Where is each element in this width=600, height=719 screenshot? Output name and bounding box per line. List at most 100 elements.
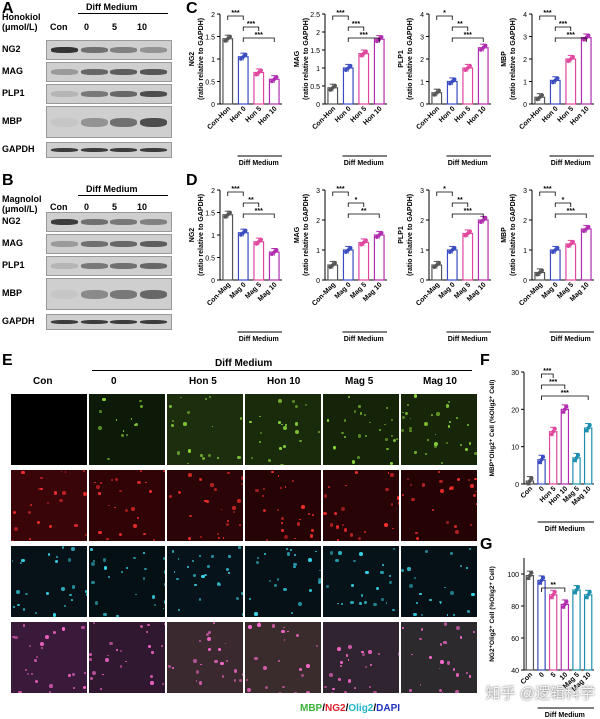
cell-signal: [192, 659, 197, 664]
cell-signal: [431, 508, 435, 512]
wb-diff-line: [78, 195, 168, 196]
x-tick-label: Con-Hon: [311, 105, 337, 131]
cell-signal: [305, 664, 310, 668]
cell-signal: [408, 426, 413, 431]
y-axis-label: (ratio relative to GAPDH): [198, 18, 205, 100]
cell-signal: [163, 583, 165, 586]
wb-con-label: Con: [50, 22, 68, 32]
wb-band: [51, 263, 79, 269]
data-point: [553, 78, 558, 83]
cell-signal: [102, 558, 107, 562]
wb-dose-0: 0: [84, 22, 90, 32]
cell-signal: [282, 685, 286, 689]
cell-signal: [446, 661, 451, 665]
cell-signal: [224, 642, 227, 645]
significance-label: **: [550, 582, 556, 589]
bar: [253, 241, 265, 281]
cell-signal: [14, 526, 19, 531]
cell-signal: [113, 506, 116, 509]
cell-signal: [419, 592, 422, 596]
microscopy-image: [167, 546, 243, 617]
y-tick-label: 1: [523, 248, 527, 255]
cell-signal: [311, 529, 314, 532]
y-tick-label: 0.5: [310, 84, 320, 91]
cell-signal: [12, 635, 16, 639]
wb-band: [140, 263, 168, 269]
cell-signal: [225, 523, 229, 527]
y-axis-label: NG2: [189, 228, 196, 243]
data-point: [576, 585, 581, 590]
cell-signal: [162, 557, 165, 561]
cell-signal: [284, 535, 288, 540]
data-point: [479, 48, 483, 52]
data-point: [572, 590, 577, 595]
cell-signal: [271, 623, 276, 628]
chart-D3: 0 1 2 3 PLP1 (ratio relative to GAPDH)Con-Mag…: [398, 186, 491, 343]
cell-signal: [21, 470, 25, 475]
cell-signal: [450, 552, 453, 556]
cell-signal: [62, 491, 66, 495]
cell-signal: [25, 592, 28, 595]
y-axis-label: MAG: [294, 226, 301, 243]
cell-signal: [411, 497, 415, 502]
cell-signal: [279, 486, 282, 489]
cell-signal: [474, 477, 477, 481]
cell-signal: [384, 438, 388, 442]
bar: [548, 594, 558, 671]
cell-signal: [18, 691, 22, 693]
wb-row-label-mag: MAG: [2, 66, 23, 76]
cell-signal: [427, 439, 429, 442]
chart-C2: 0 0.5 1 1.5 2 2.5 MAG (ratio relative to GAPDH)…: [294, 10, 387, 167]
e-column-header: Hon 10: [267, 376, 301, 387]
data-point: [540, 268, 544, 273]
cell-signal: [300, 505, 305, 510]
bar: [583, 594, 593, 671]
y-axis-label: (ratio relative to GAPDH): [198, 194, 205, 276]
cell-signal: [378, 429, 381, 432]
cell-signal: [298, 518, 301, 521]
cell-signal: [454, 529, 459, 534]
cell-signal: [401, 568, 405, 572]
cell-signal: [383, 423, 386, 426]
significance-label: **: [457, 197, 463, 204]
cell-signal: [13, 510, 17, 514]
cell-signal: [384, 523, 389, 528]
cell-signal: [260, 431, 263, 435]
x-tick-label: Con-Mag: [518, 281, 544, 307]
cell-signal: [47, 553, 51, 557]
y-tick-label: 1: [523, 80, 527, 87]
wb-band: [81, 91, 109, 97]
cell-signal: [177, 557, 180, 560]
cell-signal: [64, 471, 67, 473]
cell-signal: [137, 517, 140, 520]
cell-signal: [25, 669, 28, 672]
data-point: [241, 230, 246, 235]
significance-label: ***: [561, 390, 569, 397]
x-tick-label: Con-Mag: [206, 281, 232, 307]
cell-signal: [38, 488, 41, 491]
microscopy-image: [167, 470, 243, 541]
watermark-text: 知乎 @逻辑科学: [485, 685, 595, 702]
cell-signal: [225, 567, 229, 571]
cell-signal: [424, 452, 428, 456]
data-point: [584, 428, 589, 433]
data-point: [563, 407, 567, 412]
cell-signal: [369, 421, 372, 424]
cell-signal: [121, 571, 123, 573]
cell-signal: [437, 470, 440, 473]
data-point: [379, 231, 384, 235]
cell-signal: [67, 558, 71, 562]
data-point: [243, 52, 248, 57]
cell-signal: [329, 673, 333, 677]
cell-signal: [332, 687, 335, 691]
cell-signal: [295, 405, 299, 409]
microscopy-image: [245, 546, 321, 617]
bar: [462, 232, 474, 281]
microscopy-image: [89, 546, 165, 617]
significance-bracket: [347, 37, 380, 42]
significance-bracket: [554, 202, 572, 207]
cell-signal: [22, 624, 26, 628]
bar: [358, 241, 370, 281]
microscopy-image: [401, 546, 477, 617]
